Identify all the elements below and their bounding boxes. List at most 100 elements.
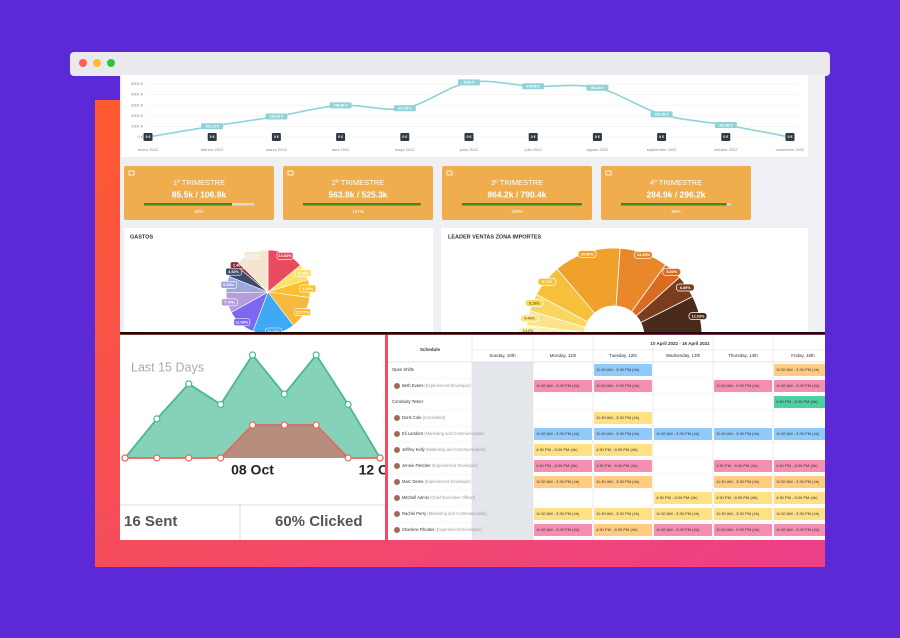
name: Rachel Perry bbox=[402, 511, 427, 516]
value-box bbox=[657, 133, 667, 141]
name: Open Shifts bbox=[392, 367, 414, 372]
label-box bbox=[524, 299, 544, 307]
value-label: 0 € bbox=[274, 135, 279, 139]
value-label: 0 € bbox=[402, 135, 407, 139]
shift-text: 11:30 AM - 3:30 PM (4h) bbox=[656, 431, 700, 436]
row-name: Open Shifts bbox=[392, 367, 414, 372]
shift-text: 11:30 AM - 3:30 PM (4h) bbox=[536, 479, 580, 484]
value-label: 298.5k € bbox=[334, 104, 348, 108]
kpi-percent: 109% bbox=[511, 209, 523, 214]
kpi-percent: 107% bbox=[352, 209, 364, 214]
kpi-value: 563.8k / 525.3k bbox=[328, 189, 387, 199]
shift-text: 11:30 AM - 3:30 PM (4h) bbox=[776, 367, 820, 372]
day-label: Tuesday, 12th bbox=[609, 353, 638, 358]
weekend-col bbox=[472, 362, 533, 540]
shift bbox=[774, 364, 825, 376]
avatar bbox=[394, 383, 400, 389]
shift bbox=[774, 524, 825, 536]
dashboard: GASTOS LEADER VENTAS ZONA IMPORTES 0 € 10… bbox=[120, 75, 825, 332]
shift bbox=[774, 476, 825, 488]
name: Continuity Tester bbox=[392, 399, 424, 404]
shift-text: 11:30 AM - 3:30 PM (4h) bbox=[536, 511, 580, 516]
x-tick-label: abril 2022 bbox=[332, 147, 350, 152]
label-box bbox=[688, 312, 708, 320]
shift bbox=[774, 428, 825, 440]
x-tick-label: febrero 2022 bbox=[201, 147, 224, 152]
shift bbox=[594, 476, 652, 488]
value-box bbox=[400, 133, 410, 141]
stat: 60% Clicked bbox=[275, 513, 363, 530]
kpi-progress bbox=[303, 203, 421, 206]
label-box bbox=[299, 284, 317, 293]
shift-text: 11:30 AM - 3:30 PM (4h) bbox=[776, 511, 820, 516]
x-tick-label: noviembre 2022 bbox=[776, 147, 805, 152]
avatar bbox=[394, 511, 400, 517]
label-box bbox=[662, 268, 682, 276]
name: Doris Cole bbox=[402, 415, 422, 420]
shift bbox=[534, 428, 592, 440]
value-label: 193.3k € bbox=[270, 115, 284, 119]
shift bbox=[654, 428, 712, 440]
role: (Marketing and Communication) bbox=[426, 447, 486, 452]
shift-text: 4:30 PM - 8:30 PM (4h) bbox=[596, 463, 638, 468]
value-label: 14.04% bbox=[279, 254, 293, 258]
label-box bbox=[294, 308, 311, 316]
shift-text: 11:30 AM - 3:30 PM (4h) bbox=[596, 479, 640, 484]
row-name: Mitchell Admin(Chief Executive Officer) bbox=[402, 495, 476, 500]
kpi-title: 2º TRIMESTRE bbox=[332, 178, 384, 187]
point bbox=[344, 400, 352, 409]
value-box bbox=[329, 102, 352, 109]
shift-text: 11:30 AM - 3:30 PM (4h) bbox=[536, 527, 580, 532]
row-name: Beth Evans(Experienced Developer) bbox=[402, 383, 471, 388]
shift-text: 11:30 AM - 3:30 PM (4h) bbox=[716, 511, 760, 516]
y-tick-label: 400k € bbox=[131, 92, 144, 97]
shift bbox=[774, 380, 825, 392]
shift bbox=[774, 508, 825, 520]
y-tick-label: 100k € bbox=[131, 123, 144, 128]
donut-title: LEADER VENTAS ZONA IMPORTES bbox=[448, 234, 542, 240]
name: Sharlene Rhodes bbox=[402, 527, 434, 532]
role: (Consultant) bbox=[423, 415, 446, 420]
stat: 16 Sent bbox=[124, 513, 177, 530]
shift bbox=[534, 508, 592, 520]
name: Mitchell Admin bbox=[402, 495, 430, 500]
value-box bbox=[265, 113, 288, 120]
shift-text: 4:30 PM - 8:30 PM (4h) bbox=[716, 495, 758, 500]
value-label: 0 € bbox=[788, 135, 793, 139]
shift-text: 11:30 AM - 3:30 PM (4h) bbox=[716, 479, 760, 484]
window-dot bbox=[93, 59, 101, 67]
point bbox=[248, 421, 257, 429]
shift bbox=[714, 508, 772, 520]
label-box bbox=[221, 298, 238, 307]
kpi-title: 3º TRIMESTRE bbox=[491, 178, 543, 187]
shift bbox=[534, 476, 592, 488]
value-label: 6.89% bbox=[680, 286, 691, 290]
shift bbox=[534, 380, 592, 392]
shift bbox=[714, 524, 772, 536]
shift bbox=[594, 412, 652, 424]
point bbox=[344, 454, 352, 462]
value-label: 212.9k € bbox=[655, 113, 669, 117]
value-box bbox=[528, 133, 538, 141]
y-tick-label: 200k € bbox=[131, 113, 144, 118]
name: Marc Deme bbox=[402, 479, 424, 484]
label-box bbox=[577, 250, 597, 258]
day-label: Thursday, 14th bbox=[728, 353, 758, 358]
shift-text: 11:30 AM - 3:30 PM (4h) bbox=[716, 383, 760, 388]
avatar bbox=[394, 415, 400, 421]
value-label: 4.46% bbox=[524, 317, 535, 321]
value-label: 0 € bbox=[659, 135, 664, 139]
area-title: Last 15 Days bbox=[131, 360, 204, 374]
value-label: 12.57% bbox=[296, 310, 310, 314]
value-box bbox=[207, 133, 217, 141]
shift bbox=[774, 492, 825, 504]
role: (Experienced Developer) bbox=[432, 463, 479, 468]
pie-title: GASTOS bbox=[130, 234, 153, 240]
area bbox=[125, 425, 380, 458]
label-box bbox=[675, 283, 695, 292]
browser-bar bbox=[70, 52, 830, 76]
x-tick-label: julio 2022 bbox=[524, 147, 543, 152]
kpi-icon bbox=[287, 170, 294, 176]
row-name: Continuity Tester bbox=[392, 399, 424, 404]
